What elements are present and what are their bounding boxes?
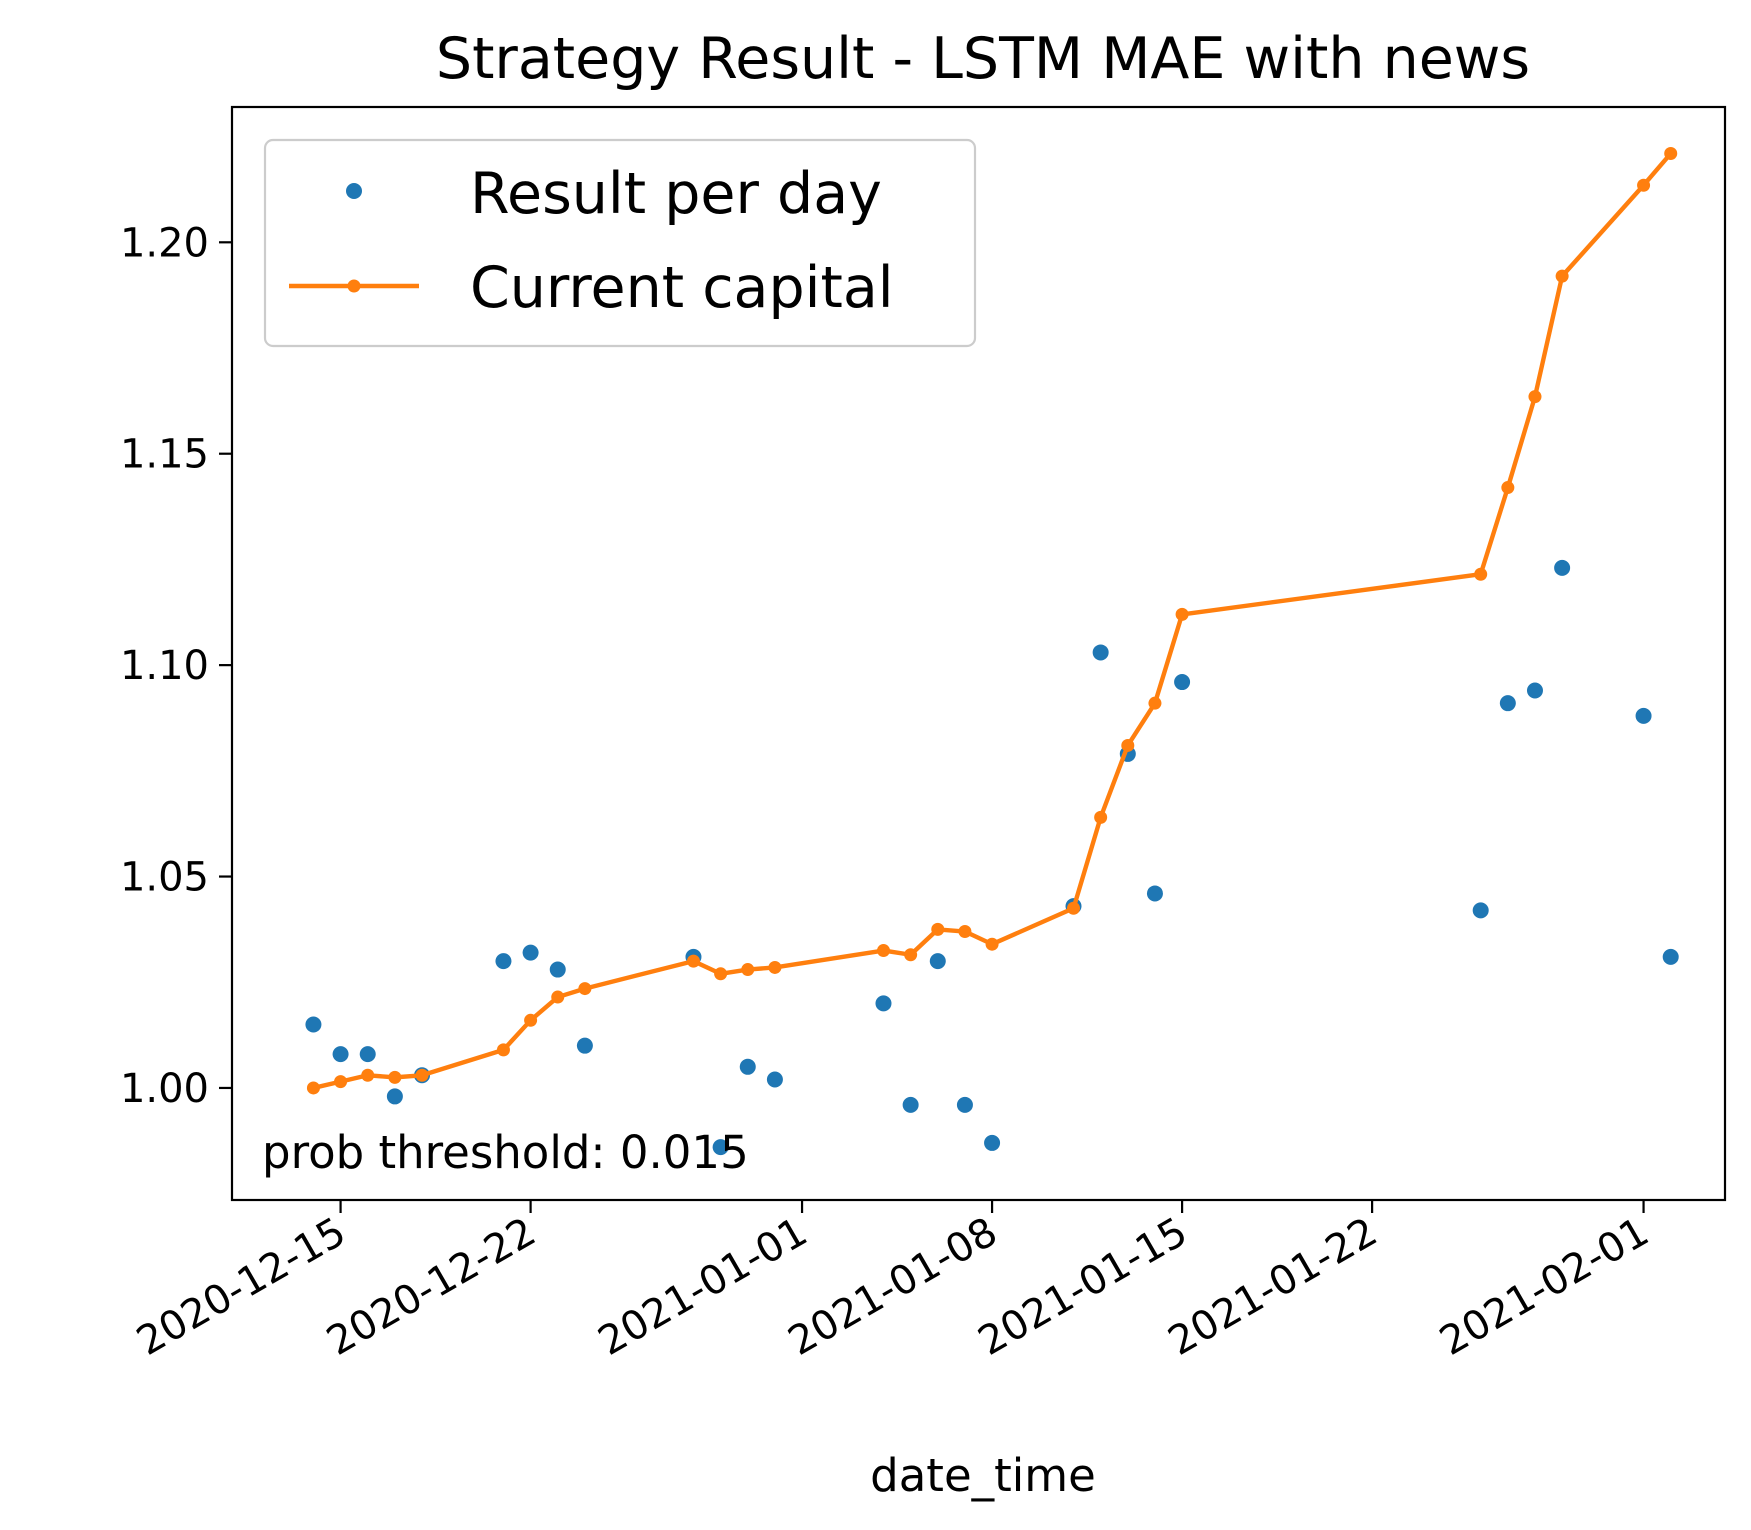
current-capital-point bbox=[334, 1075, 348, 1089]
current-capital-point bbox=[388, 1070, 402, 1084]
result-per-day-point bbox=[1554, 559, 1571, 576]
current-capital-point bbox=[741, 963, 755, 977]
chart-title: Strategy Result - LSTM MAE with news bbox=[436, 26, 1530, 92]
result-per-day-point bbox=[332, 1046, 349, 1063]
current-capital-point bbox=[1148, 696, 1162, 710]
result-per-day-point bbox=[956, 1096, 973, 1113]
current-capital-point bbox=[1555, 269, 1569, 283]
result-per-day-point bbox=[576, 1037, 593, 1054]
x-axis-label: date_time bbox=[870, 1449, 1096, 1502]
result-per-day-point bbox=[875, 995, 892, 1012]
legend-label-result-per-day: Result per day bbox=[470, 161, 882, 227]
result-per-day-point bbox=[712, 1139, 729, 1156]
legend-label-current-capital: Current capital bbox=[470, 255, 894, 321]
current-capital-point bbox=[578, 982, 592, 996]
result-per-day-point bbox=[984, 1134, 1001, 1151]
current-capital-point bbox=[1175, 607, 1189, 621]
plot-area bbox=[305, 147, 1679, 1156]
prob-threshold-annotation: prob threshold: 0.015 bbox=[262, 1126, 749, 1179]
current-capital-point bbox=[958, 925, 972, 939]
current-capital-point bbox=[904, 948, 918, 962]
result-per-day-point bbox=[305, 1016, 322, 1033]
current-capital-point bbox=[1501, 481, 1515, 495]
current-capital-point bbox=[524, 1013, 538, 1027]
y-tick-label: 1.00 bbox=[120, 1066, 209, 1112]
plot-frame bbox=[230, 105, 1727, 1202]
y-axis: 1.00 1.05 1.10 1.15 1.20 bbox=[120, 220, 232, 1112]
current-capital-point bbox=[415, 1068, 429, 1082]
result-per-day-point bbox=[1635, 707, 1652, 724]
result-per-day-point bbox=[522, 944, 539, 961]
current-capital-point bbox=[876, 944, 890, 958]
current-capital-point bbox=[1067, 901, 1081, 915]
current-capital-point bbox=[686, 954, 700, 968]
current-capital-point bbox=[1664, 147, 1678, 161]
legend-marker-current-capital bbox=[347, 279, 361, 293]
current-capital-point bbox=[1094, 810, 1108, 824]
y-tick-label: 1.20 bbox=[120, 220, 209, 266]
result-per-day-point bbox=[1092, 644, 1109, 661]
current-capital-point bbox=[361, 1068, 375, 1082]
result-per-day-point bbox=[495, 953, 512, 970]
current-capital-point bbox=[768, 960, 782, 974]
result-per-day-point bbox=[739, 1058, 756, 1075]
result-per-day-point bbox=[359, 1046, 376, 1063]
y-tick-label: 1.15 bbox=[120, 432, 209, 478]
current-capital-point bbox=[551, 990, 565, 1004]
current-capital-point bbox=[714, 967, 728, 981]
result-per-day-point bbox=[1472, 902, 1489, 919]
legend: Result per day Current capital bbox=[263, 138, 977, 348]
current-capital-point bbox=[1528, 390, 1542, 404]
result-per-day-point bbox=[902, 1096, 919, 1113]
result-per-day-point bbox=[1174, 674, 1191, 691]
result-per-day-point bbox=[386, 1088, 403, 1105]
current-capital-point bbox=[1637, 178, 1651, 192]
result-per-day-point bbox=[1499, 695, 1516, 712]
y-tick-label: 1.05 bbox=[120, 855, 209, 901]
legend-marker-result-per-day bbox=[346, 183, 362, 199]
current-capital-point bbox=[306, 1081, 320, 1095]
result-per-day-point bbox=[1526, 682, 1543, 699]
current-capital-point bbox=[1474, 567, 1488, 581]
result-per-day-point bbox=[1662, 948, 1679, 965]
current-capital-point bbox=[931, 922, 945, 936]
legend-box bbox=[263, 138, 977, 348]
current-capital-point bbox=[496, 1043, 510, 1057]
y-tick-label: 1.10 bbox=[120, 643, 209, 689]
result-per-day-point bbox=[929, 953, 946, 970]
current-capital-point bbox=[1121, 738, 1135, 752]
result-per-day-point bbox=[549, 961, 566, 978]
current-capital-point bbox=[985, 937, 999, 951]
result-per-day-point bbox=[766, 1071, 783, 1088]
result-per-day-point bbox=[1146, 885, 1163, 902]
